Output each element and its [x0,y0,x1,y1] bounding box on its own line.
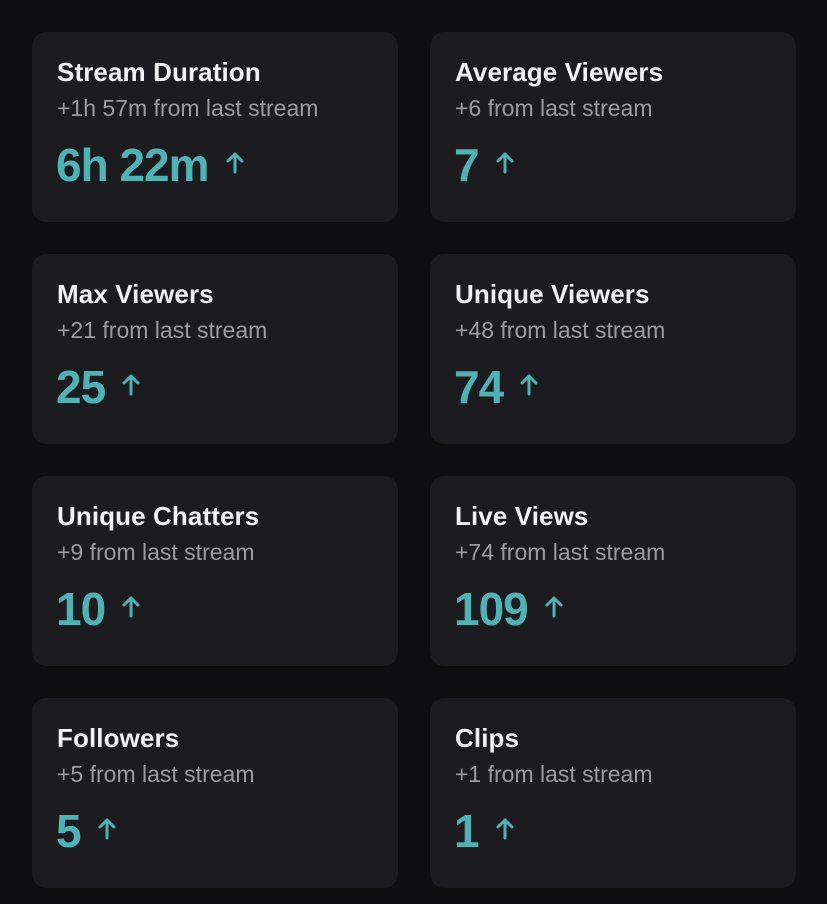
stat-value-row: 5 [56,808,117,854]
stat-value-row: 10 [56,586,141,632]
stat-card-max-viewers: Max Viewers +21 from last stream 25 [32,254,398,444]
stats-grid: Stream Duration +1h 57m from last stream… [32,32,796,888]
stat-delta: +5 from last stream [57,761,255,787]
stat-value: 5 [56,805,82,857]
stat-value-row: 74 [454,364,539,410]
stat-card-clips: Clips +1 from last stream 1 [430,698,796,888]
arrow-up-icon [121,595,141,619]
arrow-up-icon [495,151,515,175]
stat-value-row: 1 [454,808,515,854]
stat-delta: +21 from last stream [57,317,268,343]
stat-title: Followers [57,723,180,753]
stat-title: Live Views [455,501,589,531]
arrow-up-icon [544,595,564,619]
stat-value-row: 25 [56,364,141,410]
stat-card-stream-duration: Stream Duration +1h 57m from last stream… [32,32,398,222]
arrow-up-icon [519,373,539,397]
stat-card-average-viewers: Average Viewers +6 from last stream 7 [430,32,796,222]
stat-delta: +74 from last stream [455,539,666,565]
arrow-up-icon [121,373,141,397]
stat-title: Unique Viewers [455,279,650,309]
stat-title: Clips [455,723,520,753]
stat-card-unique-chatters: Unique Chatters +9 from last stream 10 [32,476,398,666]
stat-card-unique-viewers: Unique Viewers +48 from last stream 74 [430,254,796,444]
arrow-up-icon [97,817,117,841]
stat-value: 7 [454,139,480,191]
stat-value: 1 [454,805,480,857]
stat-card-followers: Followers +5 from last stream 5 [32,698,398,888]
stat-value-row: 7 [454,142,515,188]
stat-value: 6h 22m [56,139,210,191]
stat-delta: +48 from last stream [455,317,666,343]
stat-value-row: 6h 22m [56,142,245,188]
stat-value: 10 [56,583,106,635]
stat-title: Average Viewers [455,57,664,87]
arrow-up-icon [225,151,245,175]
stat-delta: +6 from last stream [455,95,653,121]
stat-value: 25 [56,361,106,413]
stat-value-row: 109 [454,586,564,632]
stat-title: Max Viewers [57,279,214,309]
stat-title: Stream Duration [57,57,261,87]
stat-title: Unique Chatters [57,501,260,531]
stat-card-live-views: Live Views +74 from last stream 109 [430,476,796,666]
stat-delta: +1 from last stream [455,761,653,787]
stat-value: 109 [454,583,529,635]
stat-value: 74 [454,361,504,413]
stat-delta: +1h 57m from last stream [57,95,319,121]
stat-delta: +9 from last stream [57,539,255,565]
arrow-up-icon [495,817,515,841]
